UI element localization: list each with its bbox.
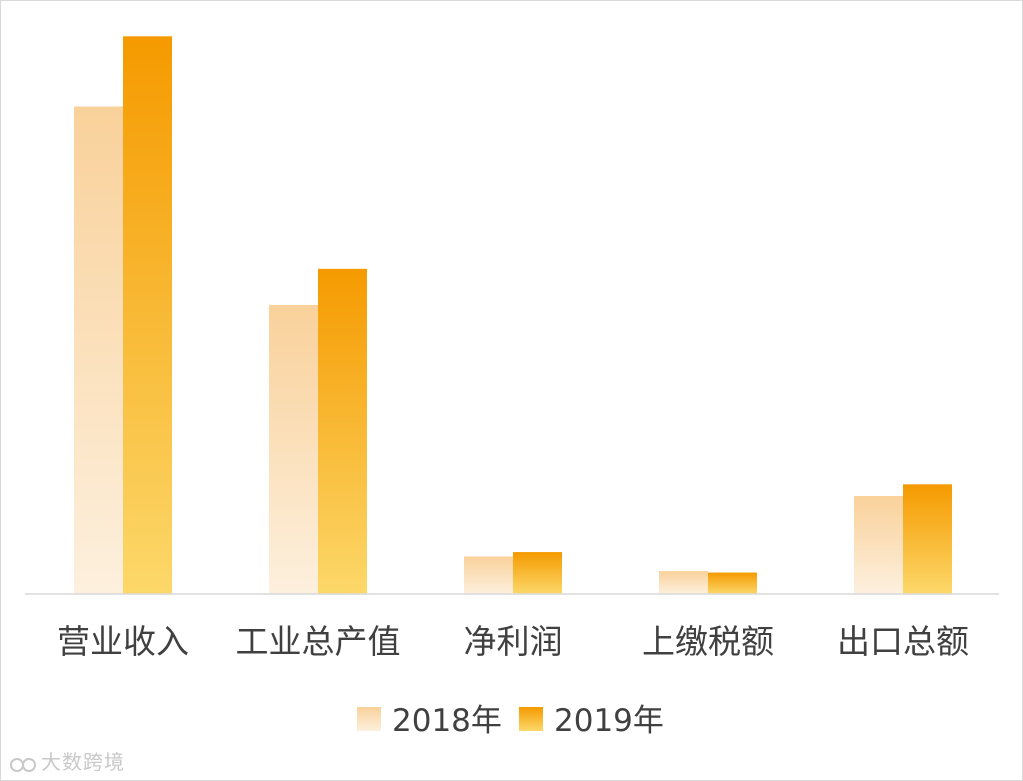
watermark-text: 大数跨境 — [41, 750, 125, 774]
bar-2018-0 — [74, 106, 123, 594]
legend: 2018年 2019年 — [357, 703, 664, 739]
bar-2019-1 — [318, 268, 367, 594]
bars-group — [74, 36, 952, 595]
category-labels: 营业收入 工业总产值 净利润 上缴税额 出口总额 — [57, 622, 969, 661]
bar-2019-4 — [903, 484, 952, 594]
category-label-1: 工业总产值 — [236, 622, 401, 661]
bar-2018-4 — [854, 496, 903, 594]
legend-label-2018: 2018年 — [392, 703, 502, 739]
bar-2019-2 — [513, 552, 562, 594]
watermark: 大数跨境 — [9, 746, 125, 775]
category-label-3: 上缴税额 — [642, 622, 774, 661]
bar-2019-0 — [123, 36, 172, 595]
bar-2018-1 — [269, 304, 318, 594]
watermark-logo-icon — [9, 755, 37, 773]
category-label-2: 净利润 — [464, 622, 563, 661]
legend-swatch-2018 — [357, 707, 381, 731]
category-label-4: 出口总额 — [837, 622, 969, 661]
bar-2018-2 — [464, 556, 513, 594]
bar-2019-3 — [708, 572, 757, 594]
bar-2018-3 — [659, 571, 708, 594]
legend-swatch-2019 — [519, 707, 543, 731]
category-label-0: 营业收入 — [57, 622, 189, 661]
legend-label-2019: 2019年 — [554, 703, 664, 739]
